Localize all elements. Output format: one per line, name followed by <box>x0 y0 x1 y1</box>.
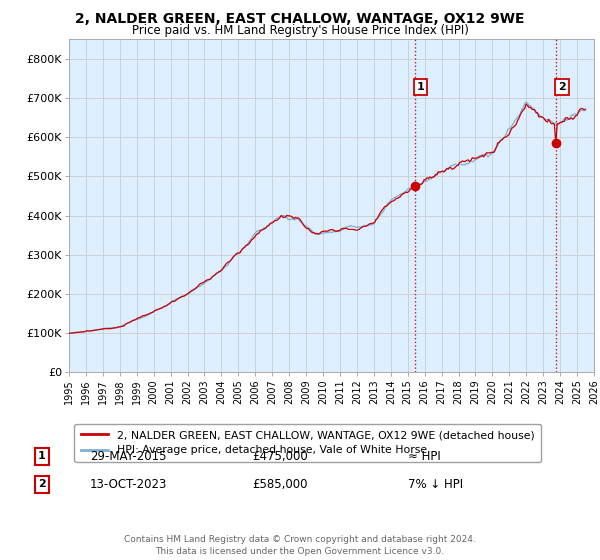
Text: 7% ↓ HPI: 7% ↓ HPI <box>408 478 463 491</box>
Text: Price paid vs. HM Land Registry's House Price Index (HPI): Price paid vs. HM Land Registry's House … <box>131 24 469 36</box>
Text: 2: 2 <box>558 82 566 92</box>
Text: 1: 1 <box>416 82 424 92</box>
Text: 13-OCT-2023: 13-OCT-2023 <box>90 478 167 491</box>
Text: 1: 1 <box>38 451 46 461</box>
Text: 2: 2 <box>38 479 46 489</box>
Text: £475,000: £475,000 <box>252 450 308 463</box>
Text: 2, NALDER GREEN, EAST CHALLOW, WANTAGE, OX12 9WE: 2, NALDER GREEN, EAST CHALLOW, WANTAGE, … <box>75 12 525 26</box>
Legend: 2, NALDER GREEN, EAST CHALLOW, WANTAGE, OX12 9WE (detached house), HPI: Average : 2, NALDER GREEN, EAST CHALLOW, WANTAGE, … <box>74 423 541 462</box>
Text: ≈ HPI: ≈ HPI <box>408 450 441 463</box>
Text: Contains HM Land Registry data © Crown copyright and database right 2024.
This d: Contains HM Land Registry data © Crown c… <box>124 535 476 556</box>
Text: £585,000: £585,000 <box>252 478 308 491</box>
Text: 29-MAY-2015: 29-MAY-2015 <box>90 450 167 463</box>
